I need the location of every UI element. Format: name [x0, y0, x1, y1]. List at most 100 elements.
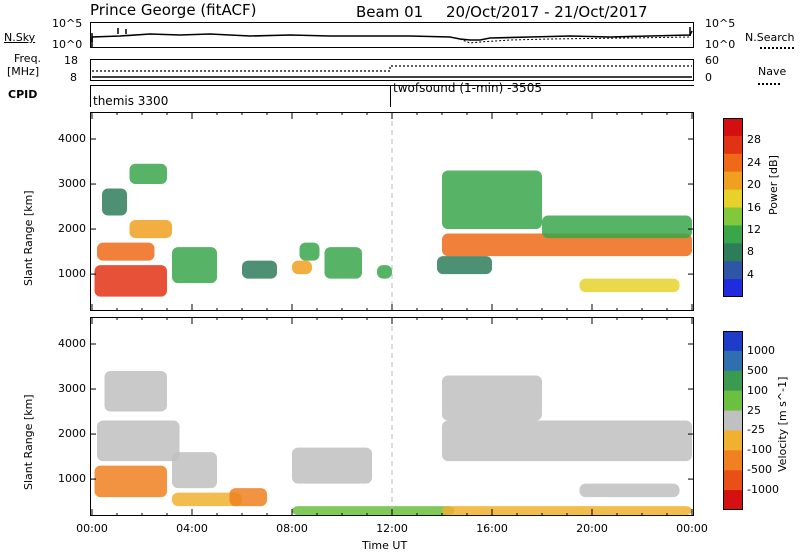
- power-ytick-label: 3000: [58, 177, 86, 191]
- x-tick-label: 16:00: [476, 522, 508, 535]
- nave-legend-line: [758, 83, 780, 85]
- velocity-region-0: [94, 465, 167, 498]
- power-region-9: [324, 247, 362, 279]
- velocity-region-5: [229, 488, 267, 507]
- cpid-segment-1: themis 3300: [93, 94, 169, 108]
- velocity-heatmap: [90, 317, 694, 516]
- power-colorbar-tick: 12: [747, 222, 761, 236]
- velocity-ytick-label: 1000: [58, 472, 86, 486]
- power-ytick-label: 4000: [58, 132, 86, 145]
- freq-tick-bottom: 8: [70, 71, 77, 84]
- velocity-colorbar-tick: -25: [747, 423, 765, 437]
- x-axis-label: Time UT: [362, 539, 408, 552]
- nsky-tick-bottom: 10^0: [52, 38, 83, 51]
- velocity-ytick-label: 3000: [58, 382, 86, 396]
- power-colorbar-tick: 16: [747, 200, 761, 214]
- velocity-region-6: [292, 447, 372, 484]
- power-colorbar-swatch: [723, 243, 743, 262]
- nave-trace: [92, 65, 692, 72]
- velocity-ytick-label: 4000: [58, 337, 86, 350]
- nsky-tick-top: 10^5: [52, 17, 83, 30]
- power-region-8: [299, 242, 320, 261]
- velocity-colorbar-swatch: [723, 410, 743, 431]
- power-heatmap: [90, 112, 694, 311]
- velocity-region-9: [442, 375, 542, 421]
- velocity-region-8: [442, 420, 692, 462]
- power-region-1: [97, 242, 155, 261]
- nsearch-legend-line: [760, 47, 794, 49]
- power-ytick-label: 2000: [58, 222, 86, 236]
- nave-tick-bottom: 0: [705, 71, 712, 84]
- power-colorbar-tick: 28: [747, 133, 761, 147]
- power-region-10: [377, 265, 392, 279]
- power-region-3: [102, 188, 127, 216]
- freq-tick-top: 18: [64, 54, 78, 67]
- velocity-colorbar-swatch: [723, 450, 743, 471]
- power-colorbar-frame: [723, 118, 743, 297]
- nsearch-label: N.Search: [745, 31, 795, 44]
- power-region-11: [442, 233, 692, 257]
- power-region-6: [242, 260, 277, 279]
- velocity-colorbar-frame: [723, 331, 743, 510]
- velocity-colorbar-swatch: [723, 390, 743, 412]
- velocity-colorbar-tick: 25: [747, 403, 761, 417]
- x-tick-label: 00:00: [676, 522, 708, 535]
- x-tick-label: 04:00: [176, 522, 208, 535]
- power-region-5: [172, 247, 217, 284]
- velocity-colorbar-tick: 100: [747, 383, 768, 397]
- station-title: Prince George (fitACF): [90, 1, 257, 19]
- velocity-colorbar-swatch: [723, 331, 743, 352]
- nave-tick-top: 60: [705, 54, 719, 67]
- power-region-12: [442, 170, 542, 230]
- power-region-15: [437, 256, 492, 275]
- power-colorbar-swatch: [723, 279, 743, 297]
- power-region-0: [94, 265, 167, 297]
- power-ylabel: Slant Range [km]: [22, 190, 35, 286]
- freq-unit: [MHz]: [7, 65, 40, 78]
- power-colorbar-tick: 24: [747, 155, 761, 169]
- nave-label: Nave: [758, 65, 787, 78]
- velocity-colorbar-tick: 1000: [747, 343, 775, 357]
- cpid-change-marker: [390, 85, 391, 107]
- power-colorbar-tick: 8: [747, 245, 754, 259]
- velocity-colorbar-label: Velocity [m s^-1]: [776, 376, 789, 472]
- power-colorbar-swatch: [723, 171, 743, 191]
- power-colorbar-label: Power [dB]: [767, 155, 780, 215]
- power-colorbar-swatch: [723, 135, 743, 155]
- velocity-colorbar-swatch: [723, 350, 743, 372]
- velocity-region-4: [172, 492, 242, 507]
- velocity-ylabel: Slant Range [km]: [22, 394, 35, 490]
- velocity-colorbar-tick: -500: [747, 463, 772, 477]
- velocity-region-1: [97, 420, 180, 462]
- power-colorbar-swatch: [723, 207, 743, 226]
- velocity-ytick-label: 2000: [58, 427, 86, 441]
- velocity-colorbar-swatch: [723, 370, 743, 392]
- velocity-colorbar-tick: 500: [747, 363, 768, 377]
- date-range: 20/Oct/2017 - 21/Oct/2017: [446, 3, 648, 21]
- nsearch-tick-top: 10^5: [705, 17, 736, 30]
- velocity-colorbar-tick: -1000: [747, 483, 779, 497]
- power-region-7: [292, 260, 312, 275]
- cpid-segment-2: twofsound (1-min) -3505: [393, 81, 542, 95]
- x-tick-label: 08:00: [276, 522, 308, 535]
- x-tick-label: 20:00: [576, 522, 608, 535]
- velocity-region-3: [172, 452, 217, 489]
- freq-label: Freq.: [14, 52, 42, 65]
- power-colorbar-swatch: [723, 118, 743, 137]
- beam-label: Beam 01: [356, 3, 424, 21]
- velocity-colorbar-swatch: [723, 430, 743, 451]
- power-ytick-label: 1000: [58, 267, 86, 281]
- nsky-label: N.Sky: [4, 31, 36, 44]
- nsearch-tick-bottom: 10^0: [705, 38, 736, 51]
- nsky-trace: [91, 30, 693, 42]
- x-tick-label: 12:00: [376, 522, 408, 535]
- power-colorbar-swatch: [723, 261, 743, 280]
- velocity-colorbar: [723, 331, 743, 510]
- power-colorbar-tick: 4: [747, 267, 754, 281]
- cpid-axis: [90, 85, 694, 86]
- velocity-colorbar-swatch: [723, 470, 743, 491]
- freq-panel: [90, 59, 694, 81]
- power-colorbar-tick: 20: [747, 178, 761, 192]
- power-colorbar-swatch: [723, 153, 743, 173]
- cpid-start-marker: [90, 85, 91, 107]
